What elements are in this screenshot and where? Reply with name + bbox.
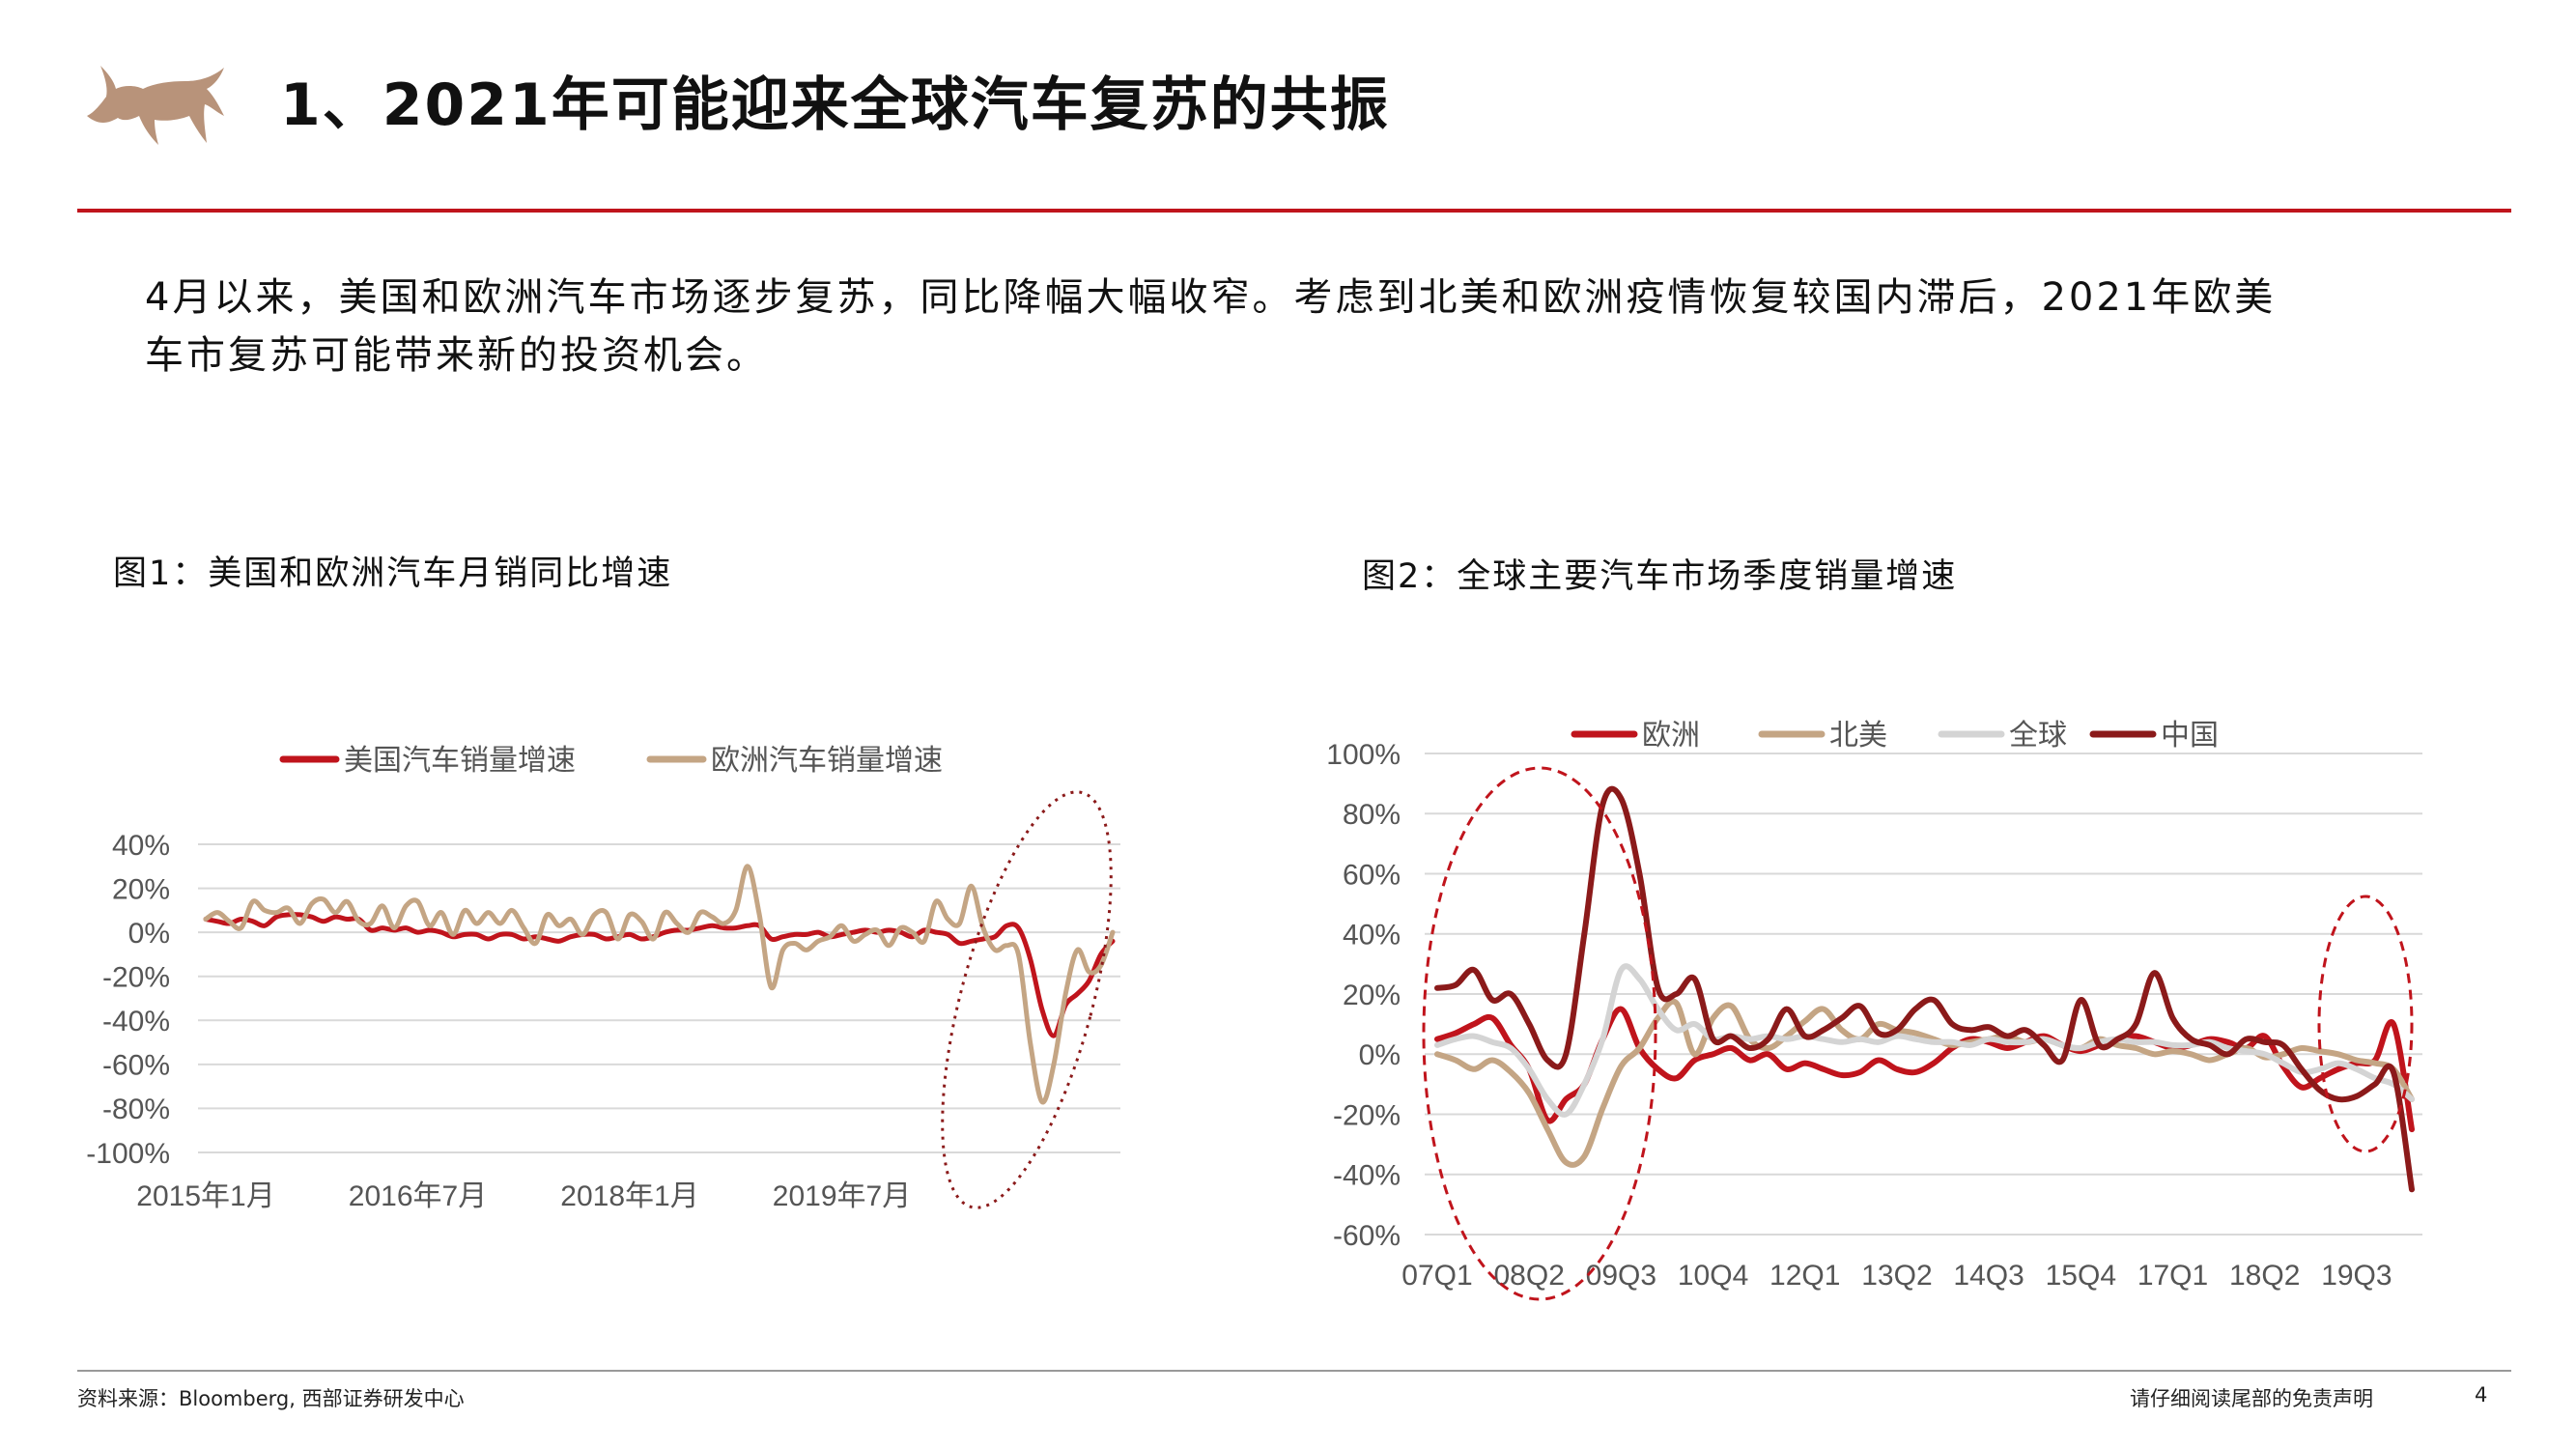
y-tick-label: 80%: [1343, 799, 1401, 831]
y-tick-label: 20%: [1343, 980, 1401, 1011]
x-tick-label: 13Q2: [1861, 1260, 1932, 1292]
x-tick-label: 17Q1: [2137, 1260, 2208, 1292]
y-tick-label: 100%: [1326, 739, 1401, 771]
page-title: 1、2021年可能迎来全球汽车复苏的共振: [280, 71, 1390, 139]
x-tick-label: 12Q1: [1769, 1260, 1840, 1292]
x-tick-label: 2015年1月: [136, 1180, 274, 1212]
title-divider: [77, 209, 2511, 213]
y-tick-label: -20%: [1333, 1099, 1401, 1131]
figure2-title: 图2：全球主要汽车市场季度销量增速: [1362, 557, 1958, 596]
x-tick-label: 2018年1月: [560, 1180, 698, 1212]
series-line-2: [1434, 963, 2415, 1118]
highlight-ellipse: [941, 790, 1113, 1209]
legend-label: 欧洲汽车销量增速: [711, 744, 943, 778]
y-tick-label: 40%: [1343, 920, 1401, 952]
x-tick-label: 15Q4: [2046, 1260, 2116, 1292]
legend-label: 欧洲: [1642, 719, 1700, 753]
figure1-title: 图1：美国和欧洲汽车月销同比增速: [113, 554, 673, 593]
y-tick-label: -60%: [102, 1050, 170, 1082]
y-tick-label: 0%: [128, 918, 170, 950]
y-tick-label: 60%: [1343, 859, 1401, 891]
summary-paragraph: 4月以来，美国和欧洲汽车市场逐步复苏，同比降幅大幅收窄。考虑到北美和欧洲疫情恢复…: [145, 269, 2424, 384]
series-line-3: [1434, 785, 2415, 1193]
x-tick-label: 09Q3: [1586, 1260, 1656, 1292]
y-tick-label: -80%: [102, 1094, 170, 1125]
x-tick-label: 2019年7月: [773, 1180, 911, 1212]
x-tick-label: 14Q3: [1953, 1260, 2024, 1292]
series-line-1: [203, 864, 1116, 1105]
summary-line-1: 4月以来，美国和欧洲汽车市场逐步复苏，同比降幅大幅收窄。考虑到北美和欧洲疫情恢复…: [145, 275, 2277, 320]
y-tick-label: -40%: [1333, 1160, 1401, 1192]
x-tick-label: 07Q1: [1401, 1260, 1472, 1292]
summary-line-2: 车市复苏可能带来新的投资机会。: [145, 333, 768, 378]
footer-source: 资料来源：Bloomberg, 西部证券研发中心: [77, 1387, 465, 1410]
x-tick-label: 18Q2: [2229, 1260, 2300, 1292]
page-number: 4: [2475, 1383, 2488, 1406]
legend-label: 全球: [2009, 719, 2067, 753]
legend-label: 美国汽车销量增速: [344, 744, 576, 778]
y-tick-label: -100%: [86, 1138, 170, 1170]
bull-logo-icon: [87, 66, 224, 145]
highlight-ellipse: [1422, 766, 1657, 1301]
y-tick-label: -20%: [102, 962, 170, 994]
x-tick-label: 2016年7月: [349, 1180, 487, 1212]
legend-label: 中国: [2161, 719, 2219, 753]
y-tick-label: 20%: [112, 873, 170, 905]
y-tick-label: -40%: [102, 1006, 170, 1037]
legend-label: 北美: [1829, 719, 1887, 753]
x-tick-label: 10Q4: [1678, 1260, 1748, 1292]
y-tick-label: 40%: [112, 830, 170, 862]
footer-disclaimer: 请仔细阅读尾部的免责声明: [2130, 1387, 2373, 1410]
highlight-ellipse: [2317, 895, 2414, 1153]
y-tick-label: 0%: [1359, 1039, 1401, 1071]
y-tick-label: -60%: [1333, 1220, 1401, 1252]
series-line-0: [1434, 1006, 2415, 1133]
footer-divider: [77, 1370, 2511, 1372]
x-tick-label: 19Q3: [2321, 1260, 2392, 1292]
